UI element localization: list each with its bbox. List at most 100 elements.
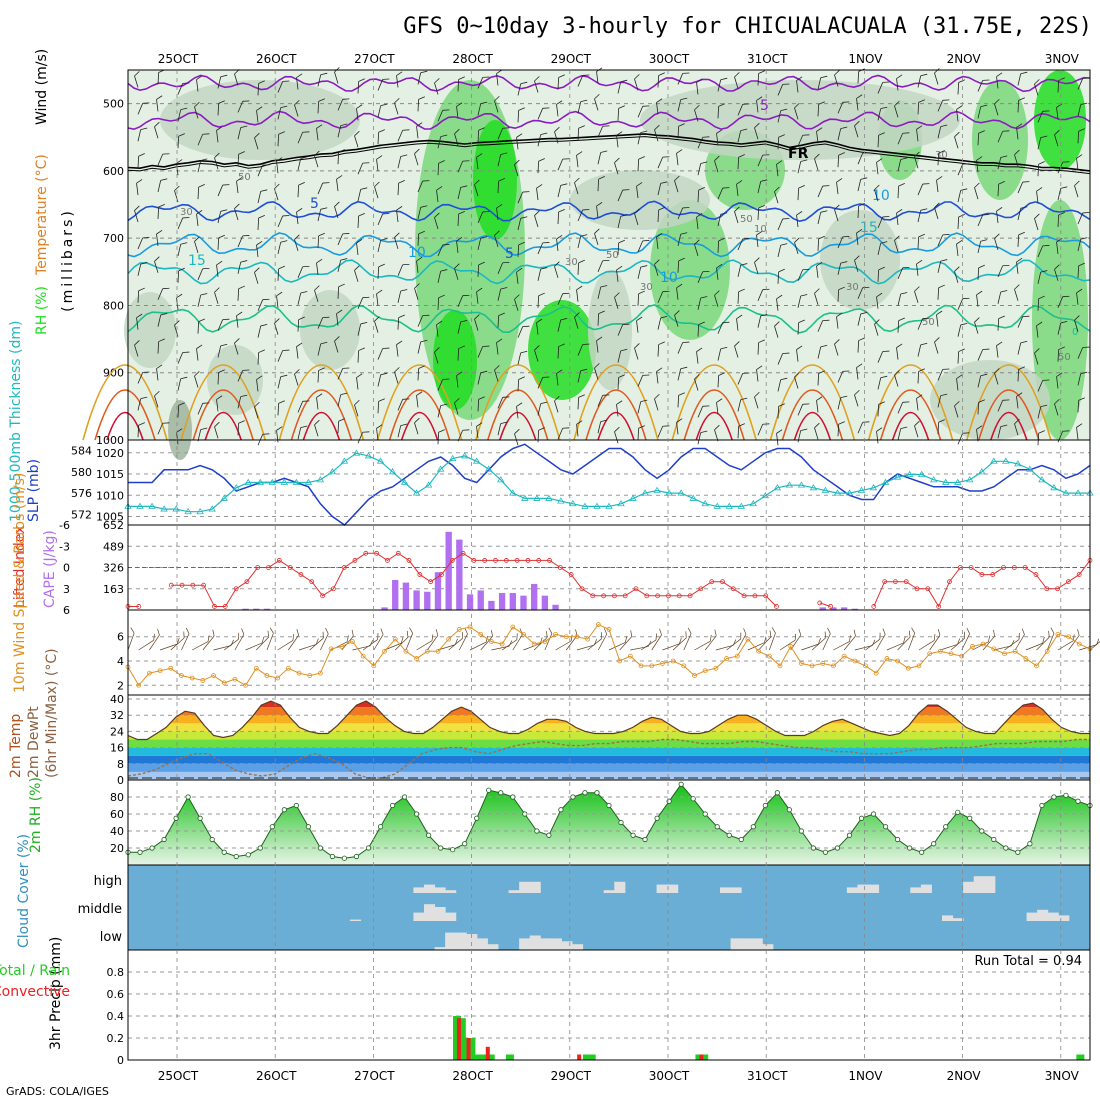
wind-barb (877, 81, 890, 94)
rh-area (128, 784, 1090, 865)
wind-barb (896, 209, 903, 226)
wind-barb-staff (917, 102, 920, 115)
wind-barb-feather (314, 285, 320, 291)
wind-barb-feather (261, 636, 265, 644)
wind-barb (134, 205, 140, 223)
wind-barb (434, 212, 440, 230)
wind-barb-staff (256, 636, 270, 651)
wind-barb-10m (758, 630, 772, 651)
wind-barb (957, 79, 965, 95)
wind-barb-feather (800, 159, 808, 162)
wind-barb-feather (354, 130, 360, 137)
wind-barb (237, 420, 245, 436)
wind-barb (216, 260, 223, 277)
wind-barb (754, 122, 760, 140)
wind-barb (754, 391, 760, 409)
wind-barb-feather (260, 323, 268, 327)
wind-barb-10m (320, 627, 329, 651)
wind-barb-staff (596, 71, 599, 84)
wind-barb (537, 107, 550, 120)
wind-barb-feather (696, 347, 703, 352)
wind-barb (196, 210, 203, 227)
wind-barb-feather (934, 202, 940, 208)
precip-label: 3hr Precip (mm) (48, 937, 64, 1050)
wind-barb-10m (1004, 633, 1020, 651)
wind-barb-staff (454, 402, 459, 415)
wind-barb (357, 431, 370, 444)
thickness-marker (857, 486, 866, 493)
wind-barb (894, 235, 900, 253)
wind-barb (416, 122, 423, 139)
wind-barb (477, 101, 488, 116)
wind-barb-staff (216, 264, 219, 277)
thickness-marker (1014, 460, 1022, 467)
wind-barb-10m (127, 627, 135, 651)
rh-shade (528, 300, 596, 400)
thickness-marker (328, 468, 337, 475)
wind-barb (837, 152, 845, 168)
wind-barb-feather (362, 296, 370, 299)
wind-barb-staff (672, 637, 687, 651)
wind-barb (337, 233, 350, 246)
wind-barb-feather (656, 232, 663, 238)
wind-barb-feather (522, 191, 530, 193)
wind-barb (316, 393, 323, 410)
wind-barb (577, 368, 588, 383)
wind-barb-feather (743, 628, 747, 635)
wind-barb-staff (177, 83, 184, 95)
wind-barb (334, 201, 340, 219)
wind-barb-staff (677, 99, 682, 112)
wind-barb-feather (742, 238, 750, 240)
lifted-index-marker (363, 550, 369, 556)
wind-barb-staff (197, 160, 202, 173)
wind-barb-staff (194, 375, 199, 388)
wind-barb-feather (322, 631, 324, 639)
thickness-marker (665, 489, 673, 496)
wind-barb-feather (1002, 130, 1010, 132)
lifted-index-marker (666, 593, 671, 599)
wind-barb-feather (574, 312, 580, 318)
wind-barb-feather (514, 294, 520, 300)
warm-isotherm (585, 389, 647, 441)
lifted-index-marker (320, 593, 325, 599)
thickness-marker (917, 470, 926, 477)
wind-barb-staff (237, 288, 240, 301)
wind-barb-staff (777, 271, 780, 284)
wind-barb-staff (537, 377, 544, 389)
wind-barb-staff (776, 164, 779, 177)
lifted-index-marker (1055, 586, 1060, 592)
wind-barb (316, 124, 323, 141)
wind-barb (277, 400, 285, 416)
wind-barb-feather (554, 126, 560, 133)
wind-barb (174, 185, 180, 203)
wind-barb-feather (214, 152, 220, 158)
wind-barb-staff (657, 344, 660, 357)
wind-barb-staff (1076, 158, 1079, 171)
contour-label: 50 (740, 214, 753, 225)
thickness-marker (256, 478, 264, 485)
wind-barb (597, 285, 608, 299)
wind-barb (256, 240, 263, 257)
wind-barb-feather (614, 157, 620, 163)
rh-marker (943, 824, 949, 830)
thickness-marker (1050, 484, 1058, 491)
rh-marker (245, 852, 251, 858)
wind-barb-staff (1054, 134, 1059, 147)
wind-barb-feather (554, 395, 560, 402)
wind-barb-staff (437, 244, 444, 257)
wind-barb-staff (457, 430, 464, 442)
wind-barb-staff (677, 73, 684, 85)
wind-barb (677, 232, 688, 246)
wind-barb (416, 256, 423, 273)
wind-barb-10m (608, 636, 628, 651)
wind-barb-staff (377, 132, 380, 145)
wind-barb (514, 294, 520, 311)
lifted-index-marker (136, 604, 142, 609)
wind-barb-staff (736, 318, 739, 331)
wind-barb-feather (516, 633, 518, 640)
wind-barb (677, 123, 685, 139)
lifted-index-marker (536, 558, 542, 563)
wind-barb (977, 348, 990, 361)
wind-barb-feather (398, 180, 405, 184)
